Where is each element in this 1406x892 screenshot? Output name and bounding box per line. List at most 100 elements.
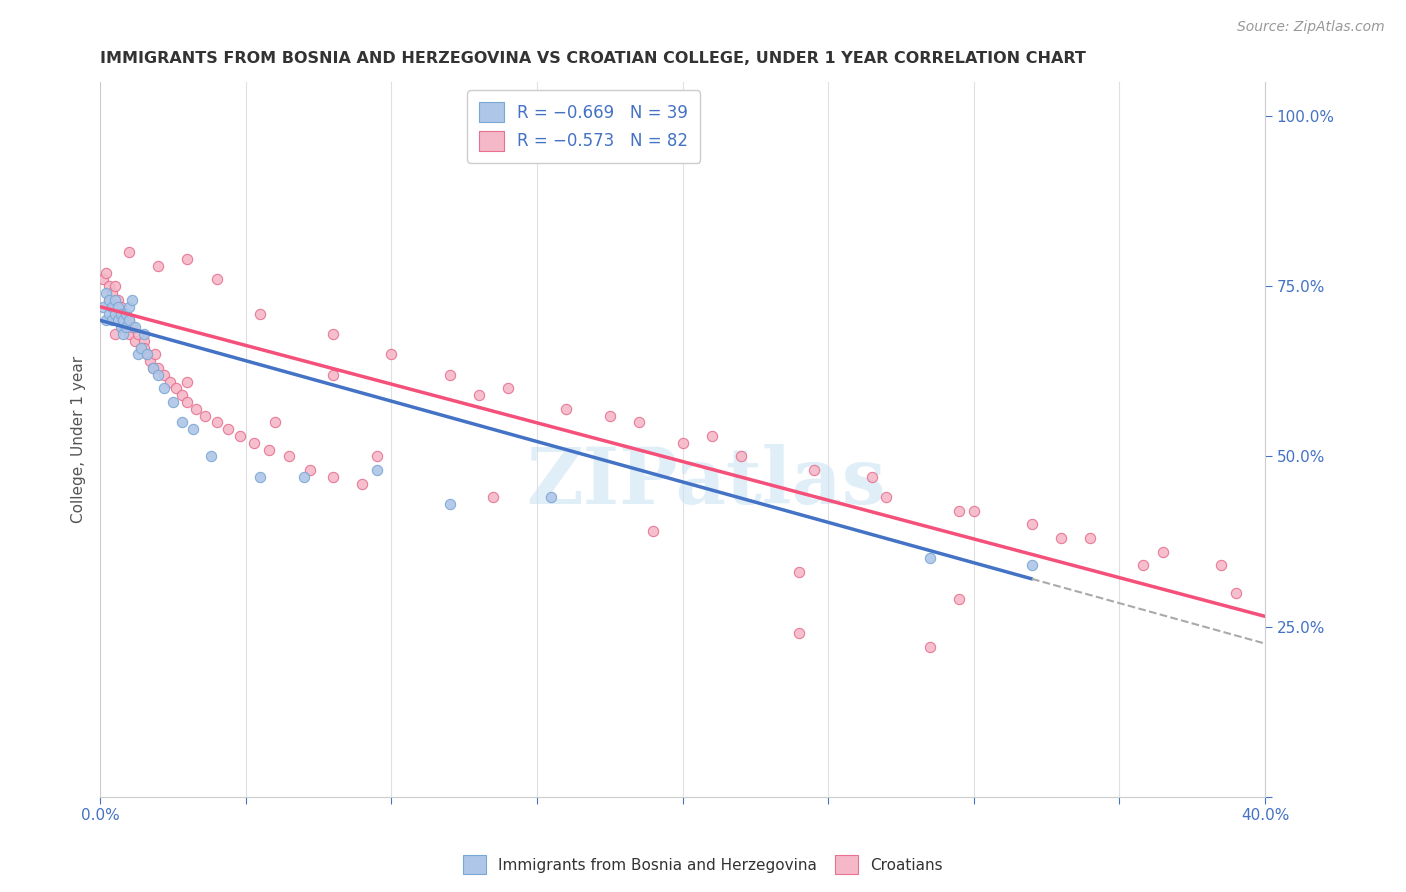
Point <box>94 286 117 301</box>
Point <box>186 401 208 416</box>
Point <box>107 300 129 314</box>
Point <box>94 313 117 327</box>
Point <box>97 279 120 293</box>
Point <box>352 476 374 491</box>
Point <box>101 313 124 327</box>
Point <box>217 422 239 436</box>
Point <box>205 272 228 286</box>
Point <box>118 313 141 327</box>
Point <box>540 490 562 504</box>
Point <box>112 313 135 327</box>
Point <box>110 320 132 334</box>
Point <box>132 341 155 355</box>
Point <box>118 300 141 314</box>
Point <box>1021 517 1043 532</box>
Point <box>165 381 187 395</box>
Point <box>439 497 461 511</box>
Legend: Immigrants from Bosnia and Herzegovina, Croatians: Immigrants from Bosnia and Herzegovina, … <box>457 849 949 880</box>
Point <box>366 463 388 477</box>
Point <box>1021 558 1043 573</box>
Point <box>1225 585 1247 599</box>
Point <box>91 300 114 314</box>
Point <box>127 326 149 341</box>
Point <box>176 375 198 389</box>
Point <box>148 368 170 382</box>
Point <box>482 490 505 504</box>
Point <box>278 450 301 464</box>
Point <box>170 388 193 402</box>
Point <box>159 375 181 389</box>
Point <box>787 626 810 640</box>
Point <box>104 279 127 293</box>
Point <box>249 306 271 320</box>
Y-axis label: College, Under 1 year: College, Under 1 year <box>72 356 86 523</box>
Point <box>439 368 461 382</box>
Point <box>115 306 138 320</box>
Point <box>1050 531 1073 545</box>
Point <box>101 286 124 301</box>
Point <box>467 388 489 402</box>
Point <box>118 245 141 260</box>
Point <box>257 442 280 457</box>
Point <box>787 565 810 579</box>
Point <box>135 347 157 361</box>
Point <box>97 293 120 307</box>
Point <box>110 306 132 320</box>
Point <box>263 416 285 430</box>
Point <box>141 360 163 375</box>
Point <box>176 395 198 409</box>
Point <box>112 326 135 341</box>
Point <box>671 435 693 450</box>
Point <box>963 504 986 518</box>
Point <box>322 368 344 382</box>
Point <box>121 320 143 334</box>
Point <box>110 313 132 327</box>
Point <box>555 401 578 416</box>
Point <box>148 360 170 375</box>
Point <box>107 293 129 307</box>
Point <box>194 409 217 423</box>
Point <box>145 347 167 361</box>
Point <box>104 293 127 307</box>
Point <box>124 320 146 334</box>
Point <box>205 416 228 430</box>
Point <box>298 463 321 477</box>
Point <box>249 470 271 484</box>
Point <box>107 313 129 327</box>
Point <box>1152 544 1174 558</box>
Point <box>104 300 127 314</box>
Point <box>101 300 124 314</box>
Point <box>112 306 135 320</box>
Point <box>1078 531 1101 545</box>
Point <box>118 313 141 327</box>
Point <box>94 266 117 280</box>
Point <box>138 354 160 368</box>
Point <box>918 640 941 654</box>
Legend: R = −0.669   N = 39, R = −0.573   N = 82: R = −0.669 N = 39, R = −0.573 N = 82 <box>467 90 700 163</box>
Point <box>132 326 155 341</box>
Point <box>153 381 176 395</box>
Point <box>97 293 120 307</box>
Point <box>170 416 193 430</box>
Point <box>176 252 198 266</box>
Point <box>700 429 723 443</box>
Point <box>129 341 152 355</box>
Point <box>803 463 825 477</box>
Point <box>141 360 163 375</box>
Point <box>132 334 155 348</box>
Point <box>229 429 252 443</box>
Point <box>322 470 344 484</box>
Point <box>121 293 143 307</box>
Point <box>118 326 141 341</box>
Point <box>129 341 152 355</box>
Point <box>322 326 344 341</box>
Point <box>104 306 127 320</box>
Point <box>112 320 135 334</box>
Point <box>948 504 970 518</box>
Point <box>127 347 149 361</box>
Point <box>599 409 621 423</box>
Point <box>162 395 184 409</box>
Point <box>366 450 388 464</box>
Point <box>91 272 114 286</box>
Text: Source: ZipAtlas.com: Source: ZipAtlas.com <box>1237 20 1385 34</box>
